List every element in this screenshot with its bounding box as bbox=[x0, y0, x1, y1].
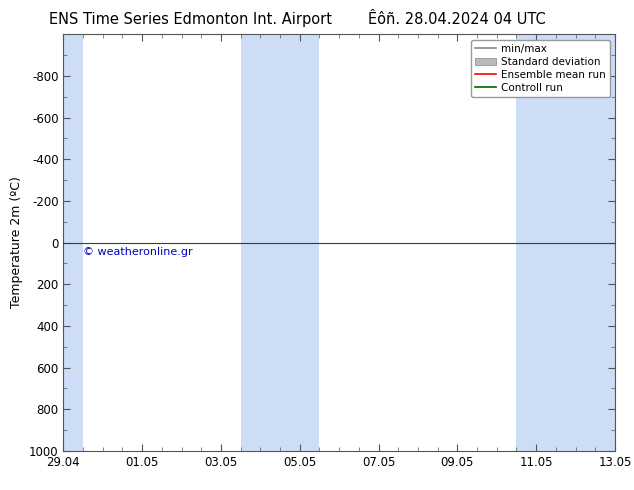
Bar bbox=[241, 34, 280, 451]
Text: Êôñ. 28.04.2024 04 UTC: Êôñ. 28.04.2024 04 UTC bbox=[368, 12, 545, 27]
Bar bbox=[63, 34, 83, 451]
Text: ENS Time Series Edmonton Int. Airport: ENS Time Series Edmonton Int. Airport bbox=[49, 12, 332, 27]
Text: © weatheronline.gr: © weatheronline.gr bbox=[83, 246, 193, 257]
Bar bbox=[556, 34, 615, 451]
Bar bbox=[517, 34, 556, 451]
Legend: min/max, Standard deviation, Ensemble mean run, Controll run: min/max, Standard deviation, Ensemble me… bbox=[470, 40, 610, 97]
Bar bbox=[280, 34, 320, 451]
Y-axis label: Temperature 2m (ºC): Temperature 2m (ºC) bbox=[10, 176, 23, 309]
